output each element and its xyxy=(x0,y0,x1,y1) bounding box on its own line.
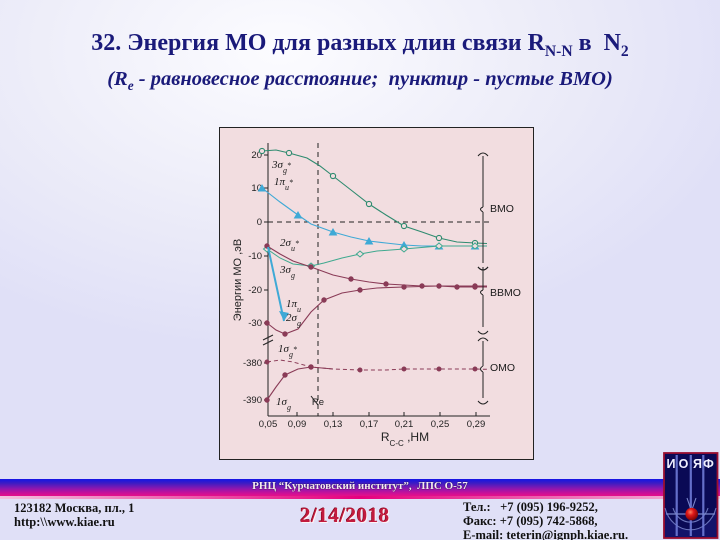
svg-text:0,09: 0,09 xyxy=(288,419,307,430)
svg-text:0,21: 0,21 xyxy=(395,419,414,430)
svg-text:-20: -20 xyxy=(248,285,262,296)
svg-text:OMO: OMO xyxy=(490,362,515,374)
svg-text:Энергии МО ,эВ: Энергии МО ,эВ xyxy=(232,239,244,321)
svg-text:0,29: 0,29 xyxy=(467,419,486,430)
svg-text:0,17: 0,17 xyxy=(360,419,379,430)
svg-text:0,13: 0,13 xyxy=(324,419,343,430)
svg-text:0,25: 0,25 xyxy=(431,419,450,430)
svg-text:-380: -380 xyxy=(243,358,262,369)
svg-text:1σg*: 1σg* xyxy=(278,343,297,359)
svg-text:1πu*: 1πu* xyxy=(274,176,293,192)
svg-text:BBMO: BBMO xyxy=(490,287,521,299)
svg-text:Re: Re xyxy=(312,397,324,408)
svg-text:-390: -390 xyxy=(243,395,262,406)
svg-text:3σg: 3σg xyxy=(279,264,295,280)
svg-text:RC-C ,HM: RC-C ,HM xyxy=(381,430,429,448)
svg-text:-10: -10 xyxy=(248,251,262,262)
svg-text:2σu*: 2σu* xyxy=(280,237,299,253)
svg-text:-30: -30 xyxy=(248,318,262,329)
svg-text:0: 0 xyxy=(257,217,262,228)
svg-text:BMO: BMO xyxy=(490,203,514,215)
svg-text:3σg*: 3σg* xyxy=(271,159,291,175)
svg-text:1σg: 1σg xyxy=(276,396,291,412)
svg-text:0,05: 0,05 xyxy=(259,419,278,430)
svg-text:2σg: 2σg xyxy=(286,312,301,328)
